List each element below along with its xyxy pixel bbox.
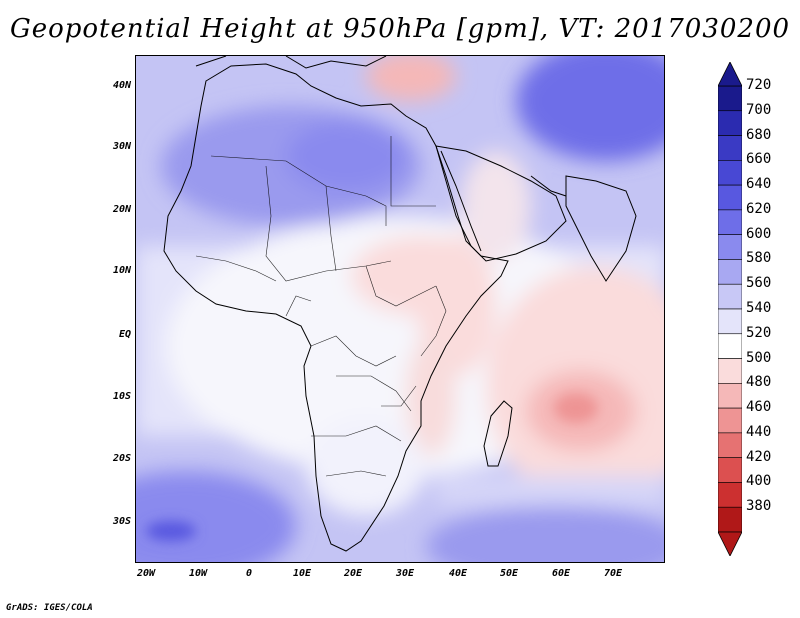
colorbar-label: 460: [746, 399, 772, 416]
y-tick-10n: 10N: [112, 265, 131, 276]
arabia-coastline: [435, 145, 567, 262]
colorbar-label: 720: [746, 77, 772, 93]
colorbar-swatch: [718, 160, 742, 186]
colorbar-label: 580: [746, 250, 772, 267]
map-plot-area[interactable]: [135, 55, 665, 563]
colorbar-swatch: [718, 308, 742, 335]
colorbar-label: 640: [746, 176, 772, 193]
india-coastline: [565, 175, 637, 282]
colorbar-label: 380: [746, 498, 772, 515]
colorbar-swatch: [718, 234, 742, 260]
colorbar-label: 400: [746, 473, 772, 490]
colorbar-swatch: [718, 184, 742, 211]
coastlines: [163, 56, 637, 552]
colorbar-swatch: [718, 259, 742, 285]
field-iran-dark: [516, 56, 664, 161]
colorbar-swatch: [718, 333, 742, 359]
x-tick-40e: 40E: [448, 568, 468, 579]
colorbar-swatch: [718, 407, 742, 434]
colorbar-label: 680: [746, 126, 772, 143]
borders: [195, 136, 447, 477]
field-southern-band: [436, 476, 664, 506]
colorbar: [718, 62, 742, 556]
colorbar-swatch: [718, 457, 742, 483]
colorbar-label: 440: [746, 423, 772, 440]
colorbar-swatch: [718, 432, 742, 458]
colorbar-swatch: [718, 110, 742, 136]
x-tick-0: 0: [245, 568, 253, 579]
grads-credit: GrADS: IGES/COLA: [6, 603, 93, 613]
x-tick-50e: 50E: [499, 568, 519, 579]
colorbar-label: 420: [746, 448, 772, 465]
colorbar-label: 620: [746, 200, 772, 217]
colorbar-label: 540: [746, 300, 772, 316]
geopotential-field: [136, 56, 664, 562]
colorbar-swatch: [718, 482, 742, 508]
colorbar-swatch: [718, 135, 742, 161]
field-libya-blue: [286, 121, 406, 191]
colorbar-label: 660: [746, 151, 772, 168]
africa-coastline: [163, 63, 509, 552]
persian-gulf: [530, 175, 567, 197]
colorbar-label: 600: [746, 225, 772, 242]
field-south-indian-dark: [426, 506, 664, 562]
field-atlantic-core: [146, 521, 196, 541]
colorbar-label: 700: [746, 101, 772, 118]
colorbar-label: 520: [746, 324, 772, 341]
colorbar-swatch: [718, 85, 742, 112]
y-tick-40n: 40N: [112, 80, 131, 91]
field-turkey-pink: [366, 56, 456, 101]
x-tick-30e: 30E: [395, 568, 415, 579]
field-south-africa-neutral: [306, 416, 426, 516]
colorbar-swatch: [718, 209, 742, 235]
colorbar-label: 560: [746, 275, 772, 292]
red-sea: [440, 150, 482, 252]
colorbar-label: 480: [746, 374, 772, 391]
x-tick-10e: 10E: [292, 568, 312, 579]
x-tick-70e: 70E: [603, 568, 623, 579]
colorbar-swatch: [718, 506, 742, 533]
field-arabia-pink: [461, 151, 531, 261]
x-tick-20e: 20E: [343, 568, 363, 579]
colorbar-label: 500: [746, 349, 772, 366]
colorbar-top-arrow: [718, 62, 742, 87]
field-east-africa-pink: [406, 336, 456, 456]
europe-coastline: [195, 56, 387, 69]
x-tick-20w: 20W: [136, 568, 156, 579]
colorbar-swatch: [718, 358, 742, 384]
map-title: Geopotential Height at 950hPa [gpm], VT:…: [9, 14, 791, 44]
y-tick-20s: 20S: [112, 453, 131, 464]
y-tick-10s: 10S: [112, 391, 131, 402]
field-madagascar-core: [554, 393, 598, 423]
y-tick-eq: EQ: [118, 329, 131, 340]
colorbar-swatch: [718, 283, 742, 310]
colorbar-swatch: [718, 383, 742, 409]
colorbar-bottom-arrow: [718, 531, 742, 556]
madagascar-coastline: [483, 400, 513, 467]
y-tick-30s: 30S: [112, 516, 131, 527]
y-tick-30n: 30N: [112, 141, 131, 152]
y-tick-20n: 20N: [112, 204, 131, 215]
x-tick-60e: 60E: [551, 568, 571, 579]
x-tick-10w: 10W: [188, 568, 208, 579]
